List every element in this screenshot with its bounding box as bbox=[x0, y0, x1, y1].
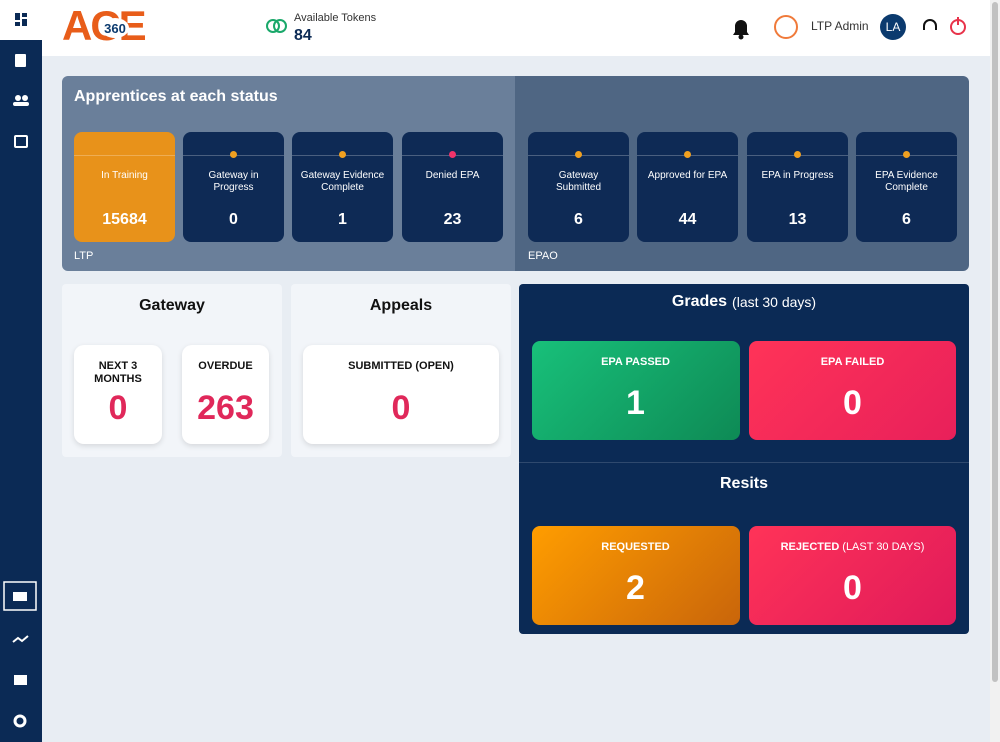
user-initials[interactable]: LA bbox=[885, 20, 901, 34]
status-dot bbox=[339, 151, 346, 158]
status-label: Approved for EPA bbox=[647, 170, 728, 181]
grades-subtitle: (last 30 days) bbox=[732, 294, 817, 310]
status-value: 23 bbox=[443, 211, 462, 228]
status-value: 15684 bbox=[102, 211, 147, 228]
divider bbox=[519, 462, 969, 463]
status-label: EPA in Progress bbox=[761, 170, 834, 181]
tokens-value: 84 bbox=[294, 27, 312, 44]
connector bbox=[74, 155, 175, 156]
result-label: EPA FAILED bbox=[749, 356, 956, 368]
status-value: 6 bbox=[902, 211, 911, 228]
status-label: Gateway Evidence Complete bbox=[300, 170, 385, 193]
status-card[interactable] bbox=[402, 132, 503, 242]
group-label: LTP bbox=[74, 250, 94, 262]
status-dot bbox=[794, 151, 801, 158]
status-card[interactable] bbox=[528, 132, 629, 242]
card-label: OVERDUE bbox=[198, 360, 253, 372]
status-value: 13 bbox=[788, 211, 807, 228]
user-name: LTP Admin bbox=[811, 19, 869, 33]
result-label: EPA PASSED bbox=[532, 356, 739, 368]
result-card[interactable] bbox=[532, 341, 740, 440]
card-value: 0 bbox=[108, 388, 128, 427]
appeals-card[interactable] bbox=[303, 345, 499, 444]
grades-title-text: Grades bbox=[671, 293, 728, 310]
result-card[interactable] bbox=[532, 526, 740, 625]
logo-badge: 360 bbox=[101, 18, 129, 38]
status-value: 6 bbox=[574, 211, 583, 228]
result-label: REJECTED (LAST 30 DAYS) bbox=[749, 541, 956, 553]
result-label: REQUESTED bbox=[532, 541, 739, 553]
status-label: EPA Evidence Complete bbox=[875, 170, 938, 193]
status-value: 44 bbox=[678, 211, 697, 228]
tokens-label: Available Tokens bbox=[294, 12, 377, 24]
status-label: Gateway Submitted bbox=[555, 170, 602, 193]
card-label: SUBMITTED (OPEN) bbox=[348, 360, 454, 372]
sidebar bbox=[0, 0, 42, 742]
gateway-card[interactable] bbox=[182, 345, 269, 444]
result-label-text: REJECTED bbox=[780, 541, 840, 553]
card-value: 263 bbox=[197, 388, 254, 427]
tokens-icon bbox=[266, 19, 287, 33]
status-card[interactable] bbox=[637, 132, 738, 242]
resits-title: Resits bbox=[719, 475, 769, 492]
status-card[interactable] bbox=[856, 132, 957, 242]
result-value: 0 bbox=[843, 383, 862, 422]
status-dot bbox=[575, 151, 582, 158]
status-dot bbox=[230, 151, 237, 158]
status-label: Gateway in Progress bbox=[208, 170, 259, 193]
result-value: 1 bbox=[626, 383, 645, 422]
group-label: EPAO bbox=[528, 250, 558, 262]
status-label: In Training bbox=[101, 170, 148, 181]
nav-icons[interactable] bbox=[0, 50, 42, 170]
card-value: 0 bbox=[391, 388, 411, 427]
result-label-text: REQUESTED bbox=[601, 541, 670, 553]
status-title: Apprentices at each status bbox=[74, 88, 278, 105]
appeals-title: Appeals bbox=[369, 297, 433, 314]
status-dot bbox=[449, 151, 456, 158]
gateway-title: Gateway bbox=[139, 297, 205, 314]
result-label-text: EPA PASSED bbox=[601, 356, 670, 368]
result-note: (LAST 30 DAYS) bbox=[842, 541, 925, 553]
result-card[interactable] bbox=[749, 341, 956, 440]
status-card[interactable] bbox=[74, 132, 175, 242]
gateway-card[interactable] bbox=[74, 345, 162, 444]
result-label-text: EPA FAILED bbox=[820, 356, 885, 368]
nav-dashboard[interactable] bbox=[0, 0, 42, 40]
header-icons[interactable] bbox=[728, 12, 978, 44]
result-value: 2 bbox=[626, 568, 645, 607]
header bbox=[42, 0, 990, 56]
status-card[interactable] bbox=[292, 132, 393, 242]
status-dot bbox=[903, 151, 910, 158]
card-label: NEXT 3 MONTHS bbox=[94, 360, 142, 385]
result-value: 0 bbox=[843, 568, 862, 607]
status-value: 1 bbox=[338, 211, 347, 228]
status-value: 0 bbox=[229, 211, 238, 228]
status-dot bbox=[684, 151, 691, 158]
scrollbar bbox=[990, 0, 1000, 742]
status-label: Denied EPA bbox=[425, 170, 480, 181]
status-card[interactable] bbox=[747, 132, 848, 242]
result-card[interactable] bbox=[749, 526, 956, 625]
nav-icons-bottom[interactable] bbox=[0, 580, 42, 740]
status-card[interactable] bbox=[183, 132, 284, 242]
grades-title: Grades (last 30 days) bbox=[519, 292, 969, 312]
